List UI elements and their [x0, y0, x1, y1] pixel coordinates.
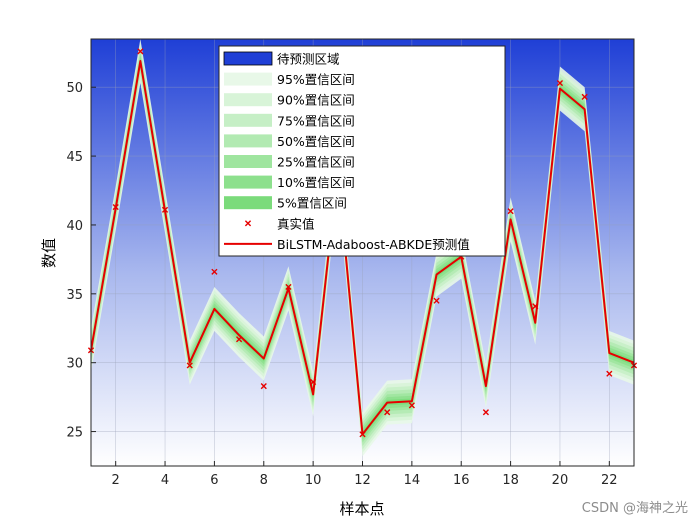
true-value-marker	[310, 378, 317, 386]
legend-label: 90%置信区间	[277, 93, 355, 108]
true-value-marker	[606, 370, 613, 377]
watermark: CSDN @海神之光	[582, 501, 688, 516]
true-value-marker	[359, 431, 366, 438]
x-tick-label: 12	[354, 473, 371, 488]
true-value-marker	[211, 268, 218, 275]
x-tick-label: 6	[210, 473, 218, 488]
legend-label: BiLSTM-Adaboost-ABKDE预测值	[277, 237, 470, 252]
legend-label: 95%置信区间	[277, 72, 355, 87]
legend-label: 5%置信区间	[277, 196, 347, 211]
y-tick-label: 25	[66, 426, 83, 441]
legend-label: 待预测区域	[277, 52, 340, 67]
true-value-marker	[112, 203, 119, 211]
legend-label: 25%置信区间	[277, 155, 355, 170]
y-tick-label: 45	[66, 150, 83, 165]
true-value-marker	[433, 297, 440, 304]
x-tick-label: 16	[453, 473, 470, 488]
x-tick-label: 10	[305, 473, 322, 488]
x-axis-ticks: 2 4 6 8 10 12 14 16 18 20 22	[112, 461, 618, 488]
legend: 待预测区域 95%置信区间 90%置信区间 75%置信区间 50%置信区间 25%置信区间…	[218, 45, 506, 257]
true-value-marker	[556, 79, 564, 87]
legend-label: 10%置信区间	[277, 175, 355, 190]
y-tick-label: 30	[66, 357, 83, 372]
legend-marker	[244, 220, 252, 227]
legend-swatch	[224, 155, 272, 168]
true-value-marker	[260, 383, 267, 390]
true-value-marker	[186, 362, 193, 369]
x-tick-label: 8	[260, 473, 268, 488]
y-tick-label: 35	[66, 288, 83, 303]
true-value-marker	[137, 48, 144, 55]
legend-swatch	[224, 134, 272, 148]
legend-swatch	[224, 196, 272, 210]
legend-label: 50%置信区间	[277, 134, 355, 149]
x-tick-label: 18	[502, 473, 519, 488]
true-value-marker	[235, 336, 243, 343]
true-value-marker	[384, 409, 391, 416]
y-tick-label: 50	[66, 81, 83, 96]
legend-swatch	[224, 175, 272, 189]
true-value-marker	[161, 206, 169, 213]
true-value-marker	[482, 409, 490, 416]
y-axis-label: 数值	[40, 238, 58, 268]
true-value-marker	[507, 208, 514, 215]
legend-swatch	[224, 72, 272, 86]
x-tick-label: 20	[552, 473, 569, 488]
legend-label: 真实值	[277, 216, 315, 231]
true-value-marker	[581, 93, 588, 100]
x-axis-label: 样本点	[339, 500, 384, 518]
legend-swatch	[223, 51, 273, 66]
y-tick-label: 40	[66, 219, 83, 234]
legend-swatch	[224, 93, 272, 107]
x-tick-label: 22	[601, 473, 618, 488]
x-tick-label: 2	[112, 473, 120, 488]
true-value-marker	[408, 402, 415, 409]
true-value-marker	[285, 283, 292, 291]
legend-swatch	[224, 113, 272, 127]
y-axis-ticks: 25 30 35 40 45 50	[66, 81, 96, 441]
legend-label: 75%置信区间	[277, 113, 355, 128]
true-value-marker	[532, 303, 539, 310]
x-tick-label: 14	[404, 473, 421, 488]
x-tick-label: 4	[161, 473, 169, 488]
